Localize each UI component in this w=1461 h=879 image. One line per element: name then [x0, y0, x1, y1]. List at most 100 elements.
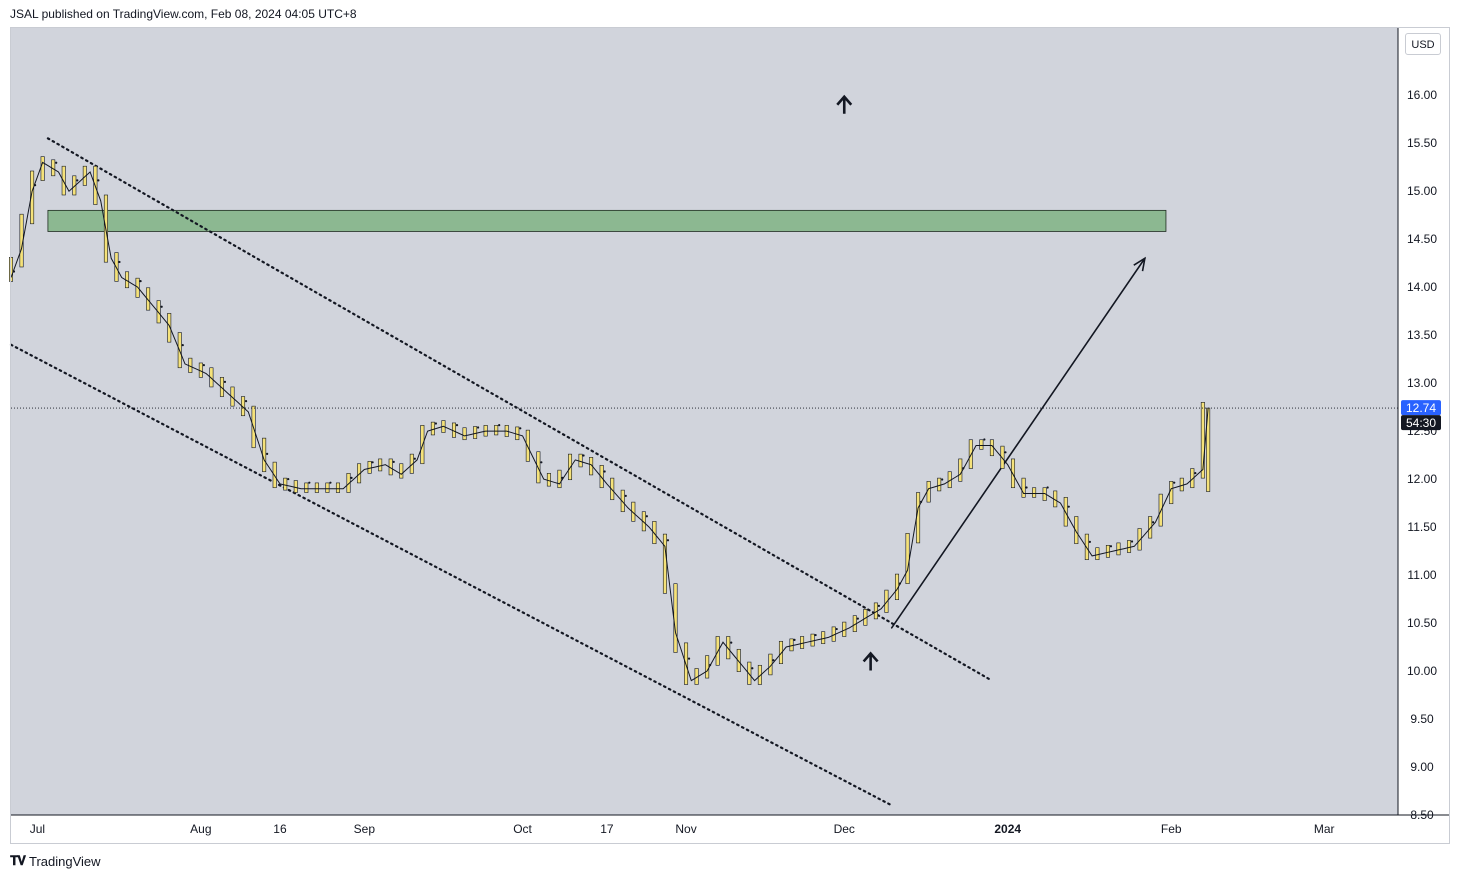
price-tick-label: 11.50 [1407, 520, 1436, 534]
up-arrow-icon [836, 94, 853, 114]
candle [958, 458, 963, 482]
indicator-dot [371, 461, 374, 464]
candle [40, 156, 45, 181]
indicator-dot [55, 161, 58, 164]
countdown-badge [1401, 415, 1441, 431]
indicator-dot [139, 280, 142, 283]
candle [378, 458, 383, 472]
candle [9, 257, 14, 282]
supply-zone-box [47, 209, 1167, 232]
candle [789, 638, 794, 652]
candle [1137, 528, 1142, 551]
candle [304, 482, 309, 493]
candle [30, 170, 35, 225]
candle [399, 463, 404, 479]
price-tick-label: 12.00 [1407, 472, 1437, 486]
indicator-dot [160, 305, 163, 308]
indicator-dot [1173, 481, 1176, 484]
candle [61, 165, 66, 196]
candle [884, 589, 889, 613]
candle [778, 640, 783, 664]
candle [736, 648, 741, 672]
candle [1074, 516, 1079, 545]
time-tick-label: 16 [273, 822, 287, 836]
candle [167, 313, 172, 343]
publisher-header: JSAL published on TradingView.com, Feb 0… [10, 7, 357, 21]
time-tick-label: Jul [30, 822, 45, 836]
time-tick-label: Nov [675, 822, 696, 836]
plot-background [11, 28, 1398, 815]
lower-channel-line [9, 343, 893, 807]
price-tick-label: 15.00 [1407, 184, 1437, 198]
candle [1105, 545, 1110, 558]
indicator-dot [329, 481, 332, 484]
indicator-dot [582, 454, 585, 457]
indicator-dot [1109, 545, 1113, 548]
indicator-dot [519, 427, 522, 430]
price-tick-label: 10.00 [1407, 664, 1437, 678]
candle [610, 477, 615, 501]
candle [283, 477, 288, 491]
up-arrow-icon [862, 651, 879, 671]
indicator-dot [455, 423, 459, 427]
tradingview-logo-icon: 𝐓𝐕 [10, 853, 26, 868]
candle [156, 300, 161, 324]
indicator-dot [476, 426, 480, 429]
indicator-dot [118, 260, 121, 264]
price-tick-label: 14.00 [1407, 280, 1437, 294]
candle [800, 636, 805, 649]
candle [557, 469, 562, 489]
candle [1084, 533, 1089, 561]
indicator-dot [898, 582, 902, 585]
indicator-dot [244, 400, 248, 403]
indicator-dot [434, 422, 438, 425]
price-tick-label: 9.50 [1410, 712, 1434, 726]
time-tick-label: Dec [834, 822, 855, 836]
candle [335, 482, 340, 493]
indicator-dot [1152, 521, 1155, 524]
breakout-arrow-head [1133, 256, 1146, 272]
indicator-dot [12, 270, 16, 273]
currency-badge[interactable]: USD [1405, 33, 1441, 55]
indicator-dot [223, 380, 227, 384]
candle [1127, 540, 1132, 553]
time-tick-label: Sep [354, 822, 376, 836]
indicator-dot [983, 438, 986, 441]
chart-frame [10, 27, 1450, 844]
time-tick-label: 2024 [994, 822, 1021, 836]
indicator-dot [540, 461, 543, 464]
breakout-arrow-line [890, 257, 1146, 629]
indicator-dot [1088, 540, 1091, 543]
indicator-dot [793, 638, 796, 641]
candle [314, 482, 319, 493]
candle [146, 287, 151, 311]
time-tick-label: Oct [513, 822, 532, 836]
candle [272, 461, 277, 489]
indicator-dot [392, 460, 395, 463]
price-tick-label: 10.50 [1407, 616, 1437, 630]
candle [1200, 402, 1205, 479]
indicator-dot [919, 500, 923, 503]
indicator-dot [603, 470, 606, 473]
price-tick-label: 15.50 [1407, 136, 1437, 150]
indicator-dot [962, 467, 965, 470]
footer-brand: 𝐓𝐕 TradingView [10, 853, 101, 869]
upper-channel-line [46, 137, 994, 682]
candle [810, 633, 815, 647]
indicator-dot [202, 364, 205, 367]
indicator-dot [266, 452, 269, 455]
candle [1116, 542, 1121, 556]
candle [473, 426, 478, 439]
indicator-dot [645, 515, 648, 518]
candle [1095, 547, 1100, 561]
price-tick-label: 16.00 [1407, 88, 1437, 102]
candle [367, 461, 372, 474]
price-tick-label: 9.00 [1410, 760, 1434, 774]
indicator-dot [413, 457, 416, 460]
indicator-dot [33, 184, 37, 187]
candle [599, 465, 604, 489]
price-tick-label: 8.50 [1410, 808, 1434, 822]
indicator-dot [287, 477, 290, 481]
indicator-dot [856, 617, 859, 620]
